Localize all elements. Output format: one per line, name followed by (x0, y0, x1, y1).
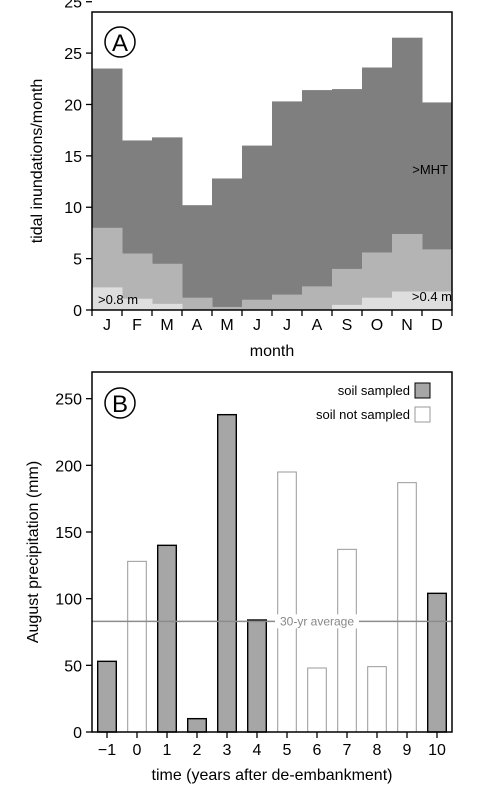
panel-b-x-tick-label: 2 (193, 742, 202, 759)
panel-a-letter: A (112, 30, 128, 57)
bar-year-7 (337, 548, 357, 733)
panel-a-x-tick-label: N (401, 317, 413, 334)
panel-a-x-label: month (250, 343, 294, 360)
area-08m-11 (392, 291, 423, 310)
bar-year-5 (277, 471, 297, 733)
panel-b-x-tick-label: 9 (403, 742, 412, 759)
panel-b-x-tick-label: 5 (283, 742, 292, 759)
area-08m-9 (332, 304, 363, 310)
panel-a-y-label: tidal inundations/month (29, 79, 46, 244)
panel-b-y-tick-label: 0 (73, 725, 82, 742)
panel-a-x-tick-label: A (312, 317, 323, 334)
panel-a-x-tick-label: A (192, 317, 203, 334)
panel-a-x-tick-label: F (132, 317, 142, 334)
panel-a-y-tick-label: 25 (64, 46, 82, 63)
annotation-08m: >0.8 m (98, 292, 138, 307)
panel-b-y-tick-label: 250 (55, 392, 82, 409)
panel-a-x-tick-label: O (371, 317, 383, 334)
area-04m-9 (332, 268, 363, 310)
panel-a-letter-circle (104, 26, 136, 58)
area-mht-8 (302, 90, 333, 310)
panel-b-y-ticks: 0 50 100 150 200 250 (55, 392, 92, 742)
panel-b-letter-circle (104, 387, 136, 419)
bar-year-8 (367, 666, 387, 733)
panel-a-y-tick-label: 5 (73, 252, 82, 269)
legend-label-sampled: soil sampled (338, 383, 410, 398)
legend-label-not-sampled: soil not sampled (316, 407, 410, 422)
bar-year-6 (307, 667, 327, 733)
area-08m-3 (152, 303, 183, 310)
panel-b-x-tick-label: 8 (373, 742, 382, 759)
area-mht-5 (212, 178, 243, 310)
area-08m-10 (362, 297, 393, 310)
panel-b-y-tick-label: 50 (64, 658, 82, 675)
panel-b-letter: B (112, 391, 128, 418)
panel-b-x-tick-label: 1 (163, 742, 172, 759)
panel-b-x-tick-label: 0 (133, 742, 142, 759)
panel-a-y-tick-label: 0 (73, 303, 82, 320)
panel-a-areas (92, 37, 453, 311)
panel-a-x-tick-label: M (160, 317, 173, 334)
panel-b-x-ticks: −1 0 1 2 3 4 5 6 7 8 9 10 (98, 732, 446, 759)
area-04m-3 (152, 263, 183, 310)
panel-a-y-tick-label: 10 (64, 200, 82, 217)
panel-b-x-tick-label: 3 (223, 742, 232, 759)
legend-swatch-sampled (414, 382, 431, 399)
area-04m-4 (182, 297, 213, 310)
panel-b-y-tick-label: 100 (55, 592, 82, 609)
reference-label-bg (275, 614, 359, 629)
bar-year-0 (127, 560, 147, 733)
panel-a-x-tick-label: D (431, 317, 443, 334)
panel-a-x-tick-label: J (283, 317, 291, 334)
panel-a-x-tick-label: J (253, 317, 261, 334)
panel-b-x-tick-label: −1 (98, 742, 116, 759)
panel-a-y-tick-label: 15 (64, 149, 82, 166)
panel-b: 30-yr average 0 50 100 150 200 250 −1 0 1 2 3 4 5 6 7… (25, 371, 453, 784)
area-04m-8 (302, 286, 333, 310)
annotation-04m: >0.4 m (412, 289, 452, 304)
panel-a-x-tick-label: M (220, 317, 233, 334)
panel-b-y-tick-label: 150 (55, 525, 82, 542)
bar-year-10 (427, 592, 448, 733)
bar-year-3 (216, 413, 237, 733)
bar-year--1 (96, 660, 117, 733)
panel-b-y-tick-label: 200 (55, 458, 82, 475)
area-08m-2 (122, 298, 153, 310)
panel-b-x-tick-label: 10 (428, 742, 446, 759)
area-08m-1 (92, 287, 123, 310)
panel-b-frame (91, 371, 453, 733)
panel-a-y-ticks: 0 5 10 15 20 25 25 (64, 0, 92, 320)
legend-swatch-not-sampled (414, 406, 431, 423)
reference-label: 30-yr average (280, 614, 354, 628)
panel-a-x-tick-label: J (103, 317, 111, 334)
bar-year-2 (186, 717, 207, 733)
panel-b-x-tick-label: 7 (343, 742, 352, 759)
area-04m-6 (242, 299, 273, 310)
annotation-mht: >MHT (412, 162, 448, 177)
area-04m-5 (212, 306, 243, 310)
area-mht-6 (242, 145, 273, 310)
legend: soil sampled soil not sampled (316, 382, 431, 423)
area-04m-7 (272, 294, 303, 310)
bar-year-1 (156, 544, 177, 733)
bar-year-9 (397, 482, 417, 733)
panel-a-y-tick-label: 25 (64, 0, 82, 12)
panel-b-x-tick-label: 4 (253, 742, 262, 759)
panel-b-y-label: August precipitation (mm) (25, 461, 42, 643)
panel-b-bars (96, 413, 448, 733)
panel-b-x-tick-label: 6 (313, 742, 322, 759)
panel-a-y-tick-label: 20 (64, 97, 82, 114)
panel-a-x-tick-label: S (342, 317, 353, 334)
panel-b-x-label: time (years after de-embankment) (152, 767, 393, 784)
area-mht-7 (272, 101, 303, 311)
area-08m-12 (422, 291, 453, 310)
bar-year-4 (246, 619, 267, 733)
area-mht-4 (182, 205, 213, 310)
